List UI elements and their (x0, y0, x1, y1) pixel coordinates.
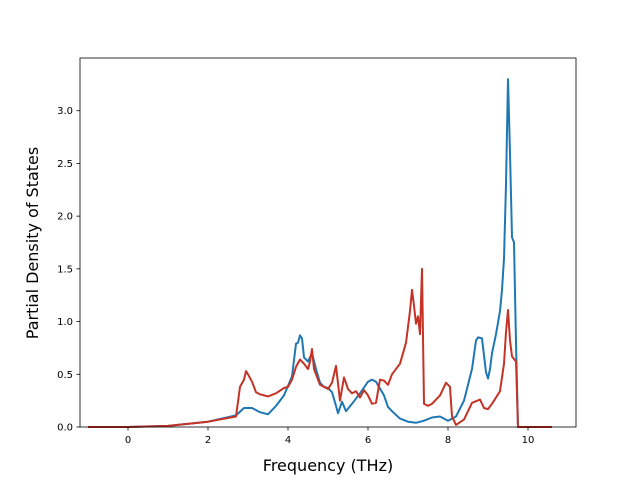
y-tick-label: 3.0 (57, 106, 73, 117)
x-axis-title: Frequency (THz) (263, 456, 393, 475)
series-line-2 (88, 267, 552, 428)
plot-area: 0 2 4 6 8 10 0.0 0.5 1.0 1.5 2.0 2.5 3.0 (57, 57, 577, 446)
x-tick-label: 2 (205, 435, 211, 446)
y-tick-label: 2.5 (57, 159, 73, 170)
y-tick-label: 0.0 (57, 423, 73, 434)
y-tick-label: 1.0 (57, 317, 73, 328)
y-tick-label: 2.0 (57, 212, 73, 223)
y-tick-label: 0.5 (57, 370, 73, 381)
x-tick-label: 4 (285, 435, 291, 446)
y-tick-label: 1.5 (57, 264, 73, 275)
x-tick-label: 0 (125, 435, 131, 446)
x-tick-label: 8 (445, 435, 451, 446)
plot-frame (79, 57, 577, 428)
y-axis-title: Partial Density of States (23, 147, 42, 339)
x-tick-label: 10 (522, 435, 535, 446)
x-tick-label: 6 (365, 435, 371, 446)
